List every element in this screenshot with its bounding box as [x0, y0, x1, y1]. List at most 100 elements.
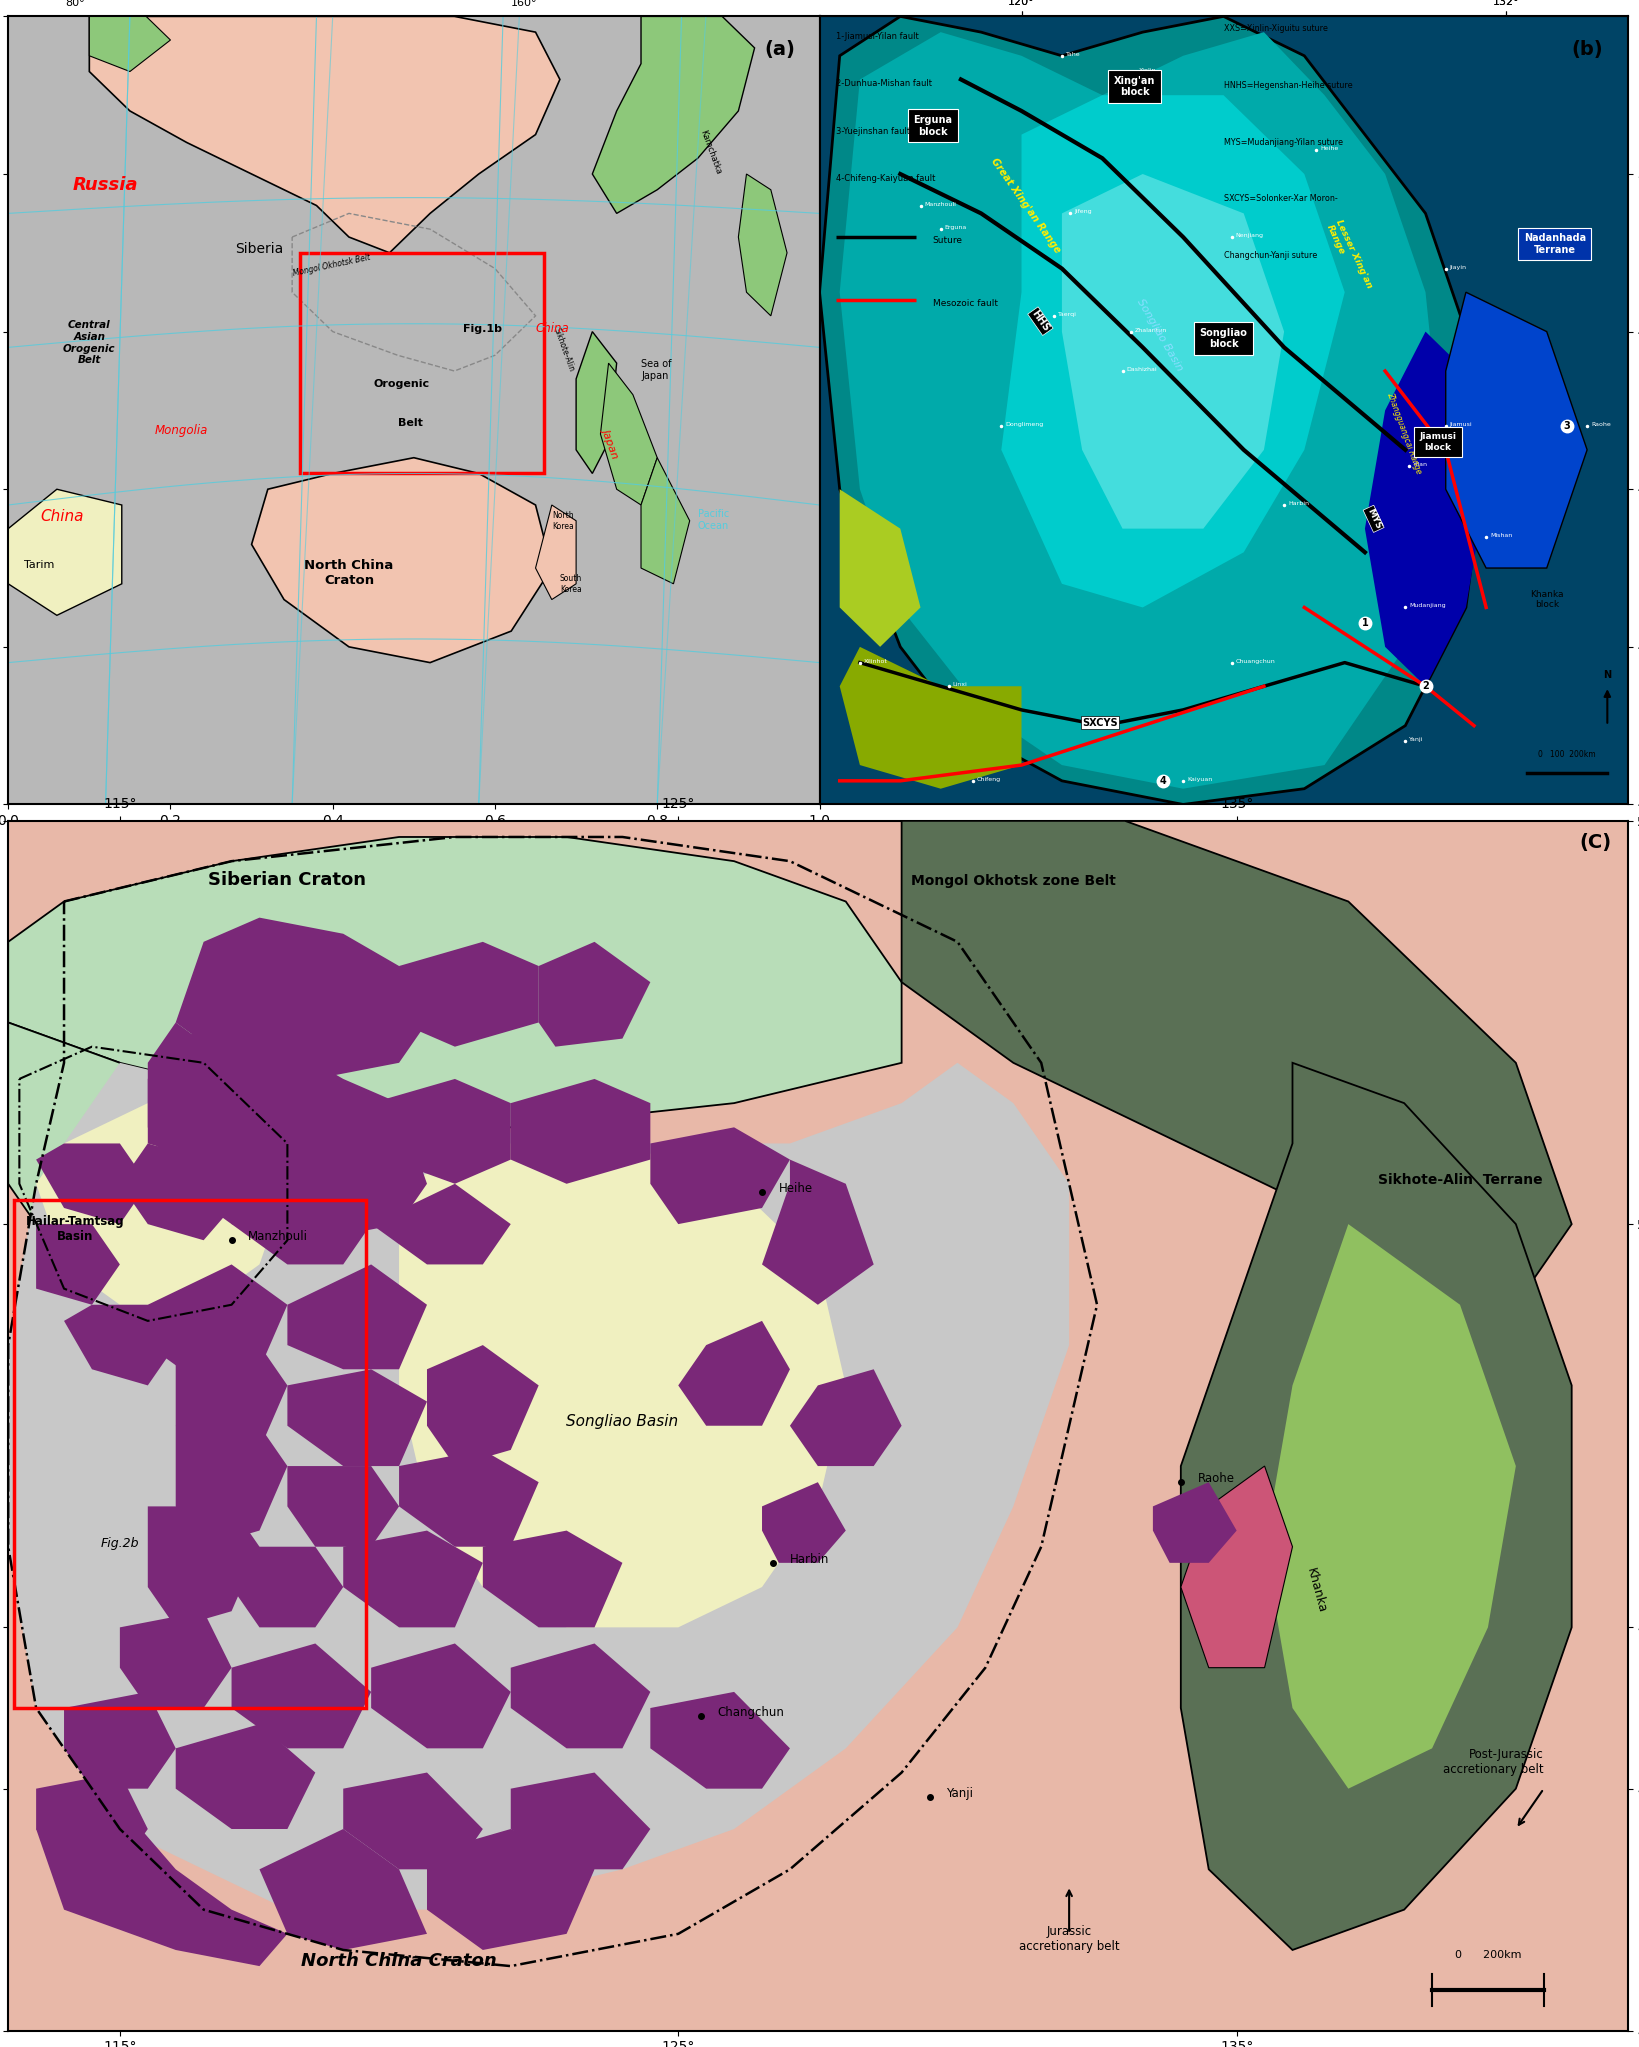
- Polygon shape: [8, 1062, 1069, 1910]
- Text: Jiamusi: Jiamusi: [1451, 422, 1472, 428]
- Text: North
Korea: North Korea: [552, 512, 574, 530]
- Text: HNHS=Hegenshan-Heihe suture: HNHS=Hegenshan-Heihe suture: [1223, 82, 1352, 90]
- Polygon shape: [370, 1079, 511, 1183]
- Bar: [13, 1200, 365, 1707]
- Text: Sea of
Japan: Sea of Japan: [641, 360, 672, 381]
- Text: Great Xing'an Range: Great Xing'an Range: [990, 156, 1062, 254]
- Text: Xilinhot: Xilinhot: [864, 659, 888, 663]
- Polygon shape: [1365, 332, 1487, 686]
- Polygon shape: [89, 16, 170, 72]
- Polygon shape: [1180, 1062, 1572, 1951]
- Polygon shape: [231, 1183, 370, 1265]
- Text: 160°: 160°: [511, 0, 538, 8]
- Polygon shape: [641, 459, 690, 583]
- Text: HHS: HHS: [1029, 309, 1051, 334]
- Polygon shape: [428, 1345, 539, 1466]
- Text: XXS=Xinlin-Xiguitu suture: XXS=Xinlin-Xiguitu suture: [1223, 25, 1328, 33]
- Polygon shape: [8, 16, 820, 804]
- Text: Sikhote-Alin: Sikhote-Alin: [552, 328, 575, 373]
- Text: Khanka
block: Khanka block: [1529, 590, 1564, 610]
- Polygon shape: [1152, 1482, 1237, 1562]
- Text: N: N: [1603, 669, 1611, 680]
- Text: 1-Jiamusi-Yilan fault: 1-Jiamusi-Yilan fault: [836, 33, 918, 41]
- Text: Jiamusi
block: Jiamusi block: [1419, 432, 1455, 452]
- Text: Jifeng: Jifeng: [1074, 209, 1092, 215]
- Text: MYS: MYS: [1365, 508, 1382, 530]
- Polygon shape: [839, 33, 1446, 788]
- Text: SXCYS: SXCYS: [1082, 718, 1118, 727]
- Polygon shape: [370, 1644, 511, 1748]
- Polygon shape: [839, 489, 921, 647]
- Polygon shape: [839, 647, 1021, 788]
- Polygon shape: [36, 1224, 120, 1304]
- Text: 3-Yuejinshan fault: 3-Yuejinshan fault: [836, 127, 910, 135]
- Text: Linxi: Linxi: [952, 682, 967, 688]
- Polygon shape: [511, 1079, 651, 1183]
- Text: 80°: 80°: [66, 0, 85, 8]
- Polygon shape: [679, 1320, 790, 1425]
- Text: 2: 2: [1423, 682, 1429, 692]
- Polygon shape: [8, 837, 901, 1128]
- Polygon shape: [539, 942, 651, 1046]
- Text: (a): (a): [764, 41, 795, 59]
- Text: Harbin: Harbin: [790, 1554, 829, 1566]
- Text: Jurassic
accretionary belt: Jurassic accretionary belt: [1019, 1924, 1119, 1953]
- Text: Songliao Basin: Songliao Basin: [1134, 297, 1183, 373]
- Text: Erguna: Erguna: [944, 225, 967, 229]
- Text: Chifeng: Chifeng: [977, 776, 1001, 782]
- Text: Donglimeng: Donglimeng: [1005, 422, 1044, 428]
- Text: Dashizhai: Dashizhai: [1126, 366, 1157, 373]
- Polygon shape: [89, 16, 561, 254]
- Text: Mongolia: Mongolia: [154, 424, 208, 438]
- Polygon shape: [1446, 293, 1587, 567]
- Polygon shape: [231, 1644, 370, 1748]
- Polygon shape: [651, 1128, 790, 1224]
- Polygon shape: [536, 506, 575, 600]
- Polygon shape: [762, 1159, 874, 1304]
- Polygon shape: [511, 1644, 651, 1748]
- Polygon shape: [600, 362, 657, 506]
- Text: Khanka: Khanka: [1303, 1566, 1328, 1615]
- Text: 4: 4: [1159, 776, 1167, 786]
- Polygon shape: [120, 1144, 231, 1240]
- Polygon shape: [36, 1773, 148, 1869]
- Polygon shape: [251, 459, 552, 663]
- Polygon shape: [175, 1425, 287, 1548]
- Text: Jiayin: Jiayin: [1451, 264, 1467, 270]
- Polygon shape: [398, 1144, 846, 1627]
- Text: Xinlin: Xinlin: [1139, 68, 1155, 72]
- Polygon shape: [1265, 1224, 1516, 1789]
- Polygon shape: [120, 1611, 231, 1707]
- Text: Raohe: Raohe: [1198, 1472, 1234, 1486]
- Text: 4-Chifeng-Kaiyuan fault: 4-Chifeng-Kaiyuan fault: [836, 174, 934, 182]
- Text: Kaiyuan: Kaiyuan: [1187, 776, 1213, 782]
- Polygon shape: [8, 1748, 1628, 2031]
- Text: Songliao
block: Songliao block: [1200, 328, 1247, 350]
- Polygon shape: [343, 1531, 484, 1627]
- Polygon shape: [231, 1548, 343, 1627]
- Text: Heihe: Heihe: [1321, 145, 1339, 151]
- Text: Chuangchun: Chuangchun: [1236, 659, 1275, 663]
- Polygon shape: [175, 1724, 315, 1828]
- Text: Nadanhada
Terrane: Nadanhada Terrane: [1524, 233, 1587, 254]
- Text: North China Craton: North China Craton: [302, 1953, 497, 1969]
- Text: Songliao Basin: Songliao Basin: [567, 1414, 679, 1429]
- Polygon shape: [370, 1183, 511, 1265]
- Polygon shape: [287, 1369, 428, 1466]
- Text: Xing'an
block: Xing'an block: [1115, 76, 1155, 96]
- Text: North China
Craton: North China Craton: [305, 559, 393, 587]
- Polygon shape: [575, 332, 616, 473]
- Text: Mesozoic fault: Mesozoic fault: [933, 299, 998, 307]
- Text: 0   100  200km: 0 100 200km: [1537, 749, 1596, 759]
- Text: 1: 1: [1362, 618, 1369, 628]
- Text: Belt: Belt: [398, 418, 423, 428]
- Polygon shape: [148, 1021, 428, 1240]
- Text: 2-Dunhua-Mishan fault: 2-Dunhua-Mishan fault: [836, 80, 931, 88]
- Text: Yilan: Yilan: [1413, 461, 1429, 467]
- Text: Orogenic: Orogenic: [374, 379, 429, 389]
- Polygon shape: [8, 1021, 148, 1224]
- Text: Manzhouli: Manzhouli: [924, 201, 957, 207]
- Text: (b): (b): [1572, 41, 1603, 59]
- Polygon shape: [1180, 1466, 1293, 1668]
- Polygon shape: [1001, 94, 1344, 608]
